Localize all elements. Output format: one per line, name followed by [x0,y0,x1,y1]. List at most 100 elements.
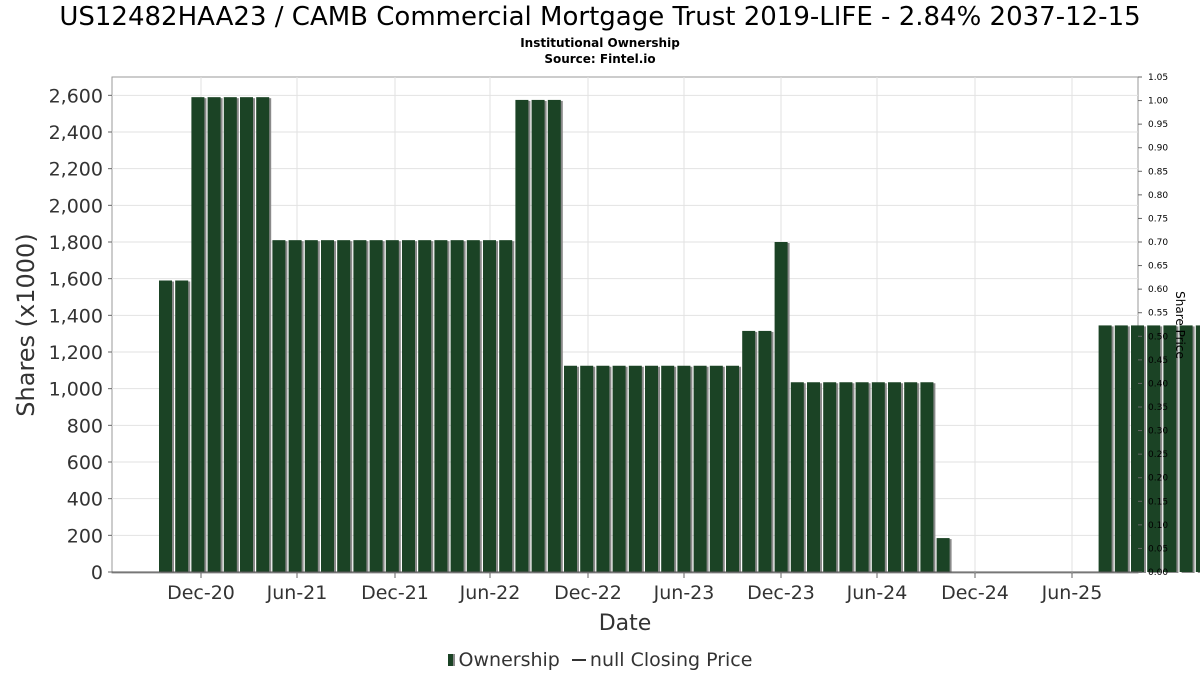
legend-price[interactable]: null Closing Price [566,648,753,671]
x-tick-label: Jun-21 [266,582,328,604]
y2-tick-label: 0.80 [1148,191,1168,201]
ownership-bar[interactable] [726,365,739,572]
y-tick-label: 600 [67,452,103,474]
x-axis: Dec-20 Jun-21 Dec-21 Jun-22 Dec-22 Jun-23 Dec-… [112,571,1138,604]
ownership-bar[interactable] [288,240,302,572]
ownership-bar[interactable] [450,240,464,572]
ownership-bar[interactable] [272,240,286,572]
y-tick-label: 2,200 [49,159,103,181]
ownership-bar[interactable] [240,97,253,573]
y-axis-label: Shares (x1000) [12,233,40,416]
x-tick-label: Dec-21 [361,582,429,604]
legend: Ownership null Closing Price [0,648,1200,671]
ownership-bar[interactable] [645,365,658,572]
y2-tick-label: 0.15 [1148,497,1168,507]
ownership-bar[interactable] [774,242,788,572]
x-axis-label: Date [599,611,652,636]
y2-tick-label: 0.55 [1148,309,1168,319]
ownership-bar[interactable] [1195,325,1200,572]
ownership-bar[interactable] [499,240,513,572]
ownership-bars [159,97,1200,574]
ownership-bar[interactable] [207,97,221,573]
ownership-bar[interactable] [483,240,496,572]
ownership-bar[interactable] [709,365,723,572]
ownership-bar[interactable] [223,97,237,573]
ownership-bar[interactable] [661,365,675,572]
ownership-bar[interactable] [337,240,351,572]
ownership-bar[interactable] [353,240,367,572]
ownership-bar[interactable] [369,240,383,572]
ownership-bar[interactable] [191,97,205,573]
ownership-bar[interactable] [1163,325,1177,572]
ownership-bar[interactable] [855,382,869,572]
y-tick-label: 400 [67,489,103,511]
ownership-bar[interactable] [612,365,626,572]
ownership-bar[interactable] [758,330,772,572]
ownership-bar[interactable] [515,99,529,573]
y-tick-label: 0 [91,562,103,584]
ownership-bar[interactable] [742,330,756,572]
ownership-bar[interactable] [418,240,432,572]
ownership-bar[interactable] [920,382,934,572]
ownership-bar[interactable] [693,365,707,572]
ownership-bar[interactable] [871,382,885,572]
y-tick-label: 1,600 [49,269,103,291]
y2-tick-label: 0.20 [1148,474,1168,484]
y2-tick-label: 0.65 [1148,262,1168,272]
ownership-bar[interactable] [175,280,189,573]
ownership-bar[interactable] [434,240,448,572]
ownership-bar[interactable] [1147,325,1161,572]
y2-tick-label: 1.00 [1148,97,1168,107]
ownership-bar[interactable] [596,365,610,572]
ownership-bar[interactable] [304,240,318,572]
ownership-bar[interactable] [531,99,545,573]
legend-price-label: null Closing Price [589,648,753,671]
y2-tick-label: 0.70 [1148,238,1168,248]
ownership-bar[interactable] [628,365,642,572]
ownership-bar[interactable] [1114,325,1128,572]
y2-tick-label: 0.05 [1148,544,1168,554]
ownership-bar[interactable] [823,382,837,572]
price-line-icon [571,659,586,661]
y2-tick-label: 0.85 [1148,167,1168,177]
ownership-bar[interactable] [790,382,804,572]
x-tick-label: Jun-24 [846,582,908,604]
ownership-bar[interactable] [564,365,577,572]
y2-tick-label: 0.00 [1148,568,1168,578]
y-tick-label: 1,800 [49,232,103,254]
ownership-bar[interactable] [888,382,901,572]
ownership-bar[interactable] [677,365,691,572]
ownership-bar[interactable] [385,240,399,572]
x-tick-label: Jun-23 [653,582,715,604]
y2-tick-label: 0.35 [1148,403,1168,413]
legend-ownership[interactable]: Ownership [447,649,560,671]
y2-tick-label: 0.60 [1148,285,1168,295]
y2-tick-label: 0.30 [1148,427,1168,437]
ownership-bar[interactable] [1098,325,1112,572]
chart-subtitle-2: Source: Fintel.io [544,52,656,66]
ownership-bar[interactable] [256,97,270,573]
ownership-bar[interactable] [1179,325,1193,572]
x-tick-label: Dec-24 [941,582,1009,604]
ownership-bar[interactable] [1131,325,1144,572]
ownership-bar[interactable] [580,365,594,572]
y2-tick-label: 1.05 [1148,73,1168,83]
y2-tick-label: 0.50 [1148,332,1168,342]
ownership-bar[interactable] [936,538,950,572]
ownership-bar[interactable] [904,382,918,572]
y2-tick-label: 0.95 [1148,120,1168,130]
ownership-bar[interactable] [402,240,415,572]
y2-axis: 0.00 0.05 0.10 0.15 0.20 0.25 0.30 0.35 0.40 0.45… [1138,73,1168,578]
ownership-bar[interactable] [159,280,172,573]
y2-tick-label: 0.40 [1148,379,1168,389]
ownership-bar[interactable] [839,382,853,572]
y-tick-label: 200 [67,525,103,547]
ownership-bar[interactable] [807,382,820,572]
ownership-bar[interactable] [321,240,334,572]
y-tick-label: 1,200 [49,342,103,364]
y2-tick-label: 0.45 [1148,356,1168,366]
y-tick-label: 2,600 [49,85,103,107]
ownership-bar[interactable] [466,240,480,572]
ownership-bar[interactable] [547,99,561,573]
y2-tick-label: 0.75 [1148,214,1168,224]
